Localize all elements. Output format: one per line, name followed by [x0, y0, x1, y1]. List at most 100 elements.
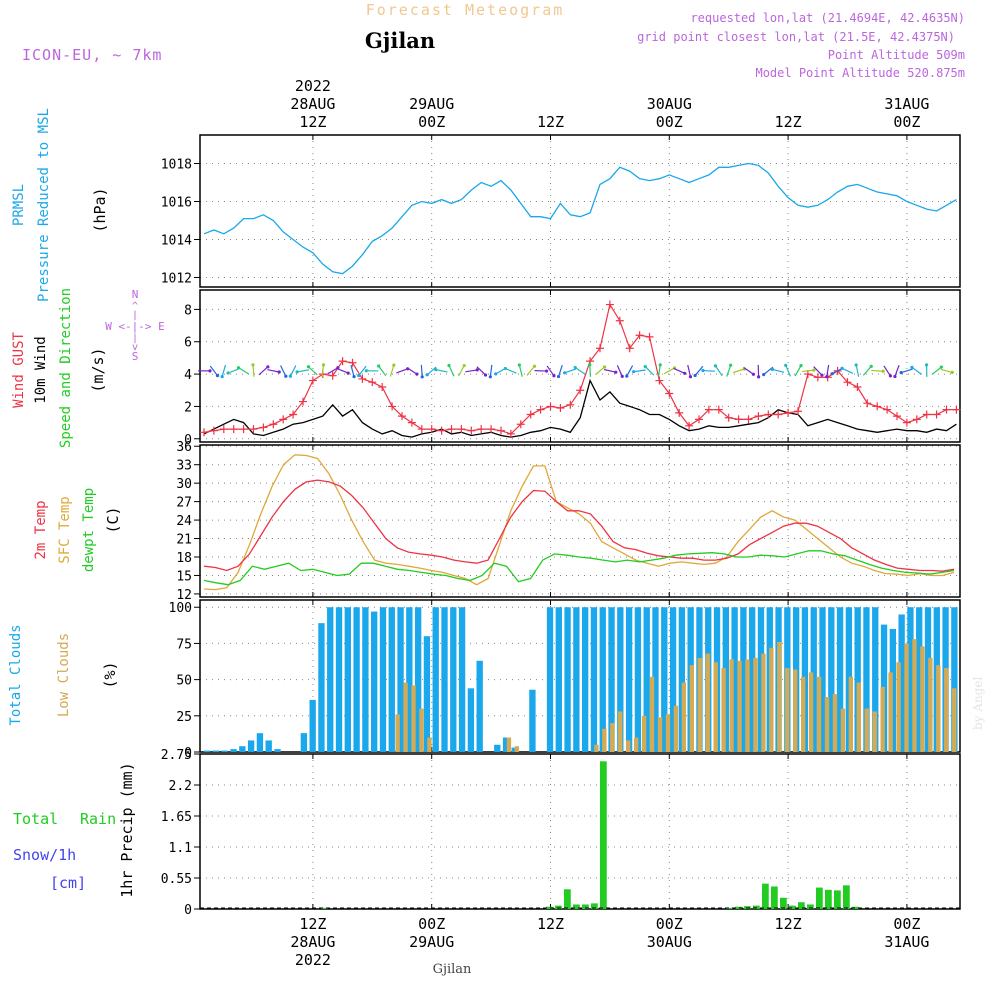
low-clouds-bar [920, 646, 925, 752]
gust-marker [784, 408, 793, 417]
low-clouds-bar [753, 657, 758, 752]
bottom-time-label: 31AUG [884, 933, 929, 951]
wind-direction-arrowhead [494, 372, 498, 376]
total-clouds-bar [564, 607, 571, 752]
wind-direction-arrowhead [683, 371, 687, 375]
wind-direction-arrow [732, 368, 745, 374]
wind-direction-arrow [931, 366, 942, 376]
wind-direction-arrowhead [364, 369, 368, 373]
gust-marker [209, 426, 218, 435]
wind-direction-arrow [726, 364, 732, 377]
low-clouds-bar [594, 744, 599, 752]
panel-frame [199, 753, 961, 910]
wind-direction-arrowhead [517, 363, 521, 367]
compass-we: W <-|-> E [105, 320, 165, 333]
total-clouds-bar [265, 740, 272, 752]
total-clouds-bar [300, 733, 308, 752]
precip-label-rain: Rain [80, 810, 116, 828]
wind-direction-arrow [221, 364, 227, 377]
wind-label-dir: Speed and Direction [58, 288, 74, 448]
y-tick-label: 4 [184, 368, 192, 383]
bottom-time-label: 12Z [537, 915, 564, 933]
gust-marker [912, 415, 921, 424]
total-clouds-bar [388, 607, 395, 752]
wind-direction-arrowhead [729, 363, 733, 367]
wind-direction-arrow [526, 365, 535, 376]
y-tick-label: 1014 [161, 234, 192, 249]
low-clouds-bar [697, 657, 702, 752]
low-clouds-bar [689, 665, 695, 752]
low-clouds-bar [952, 688, 957, 752]
total-clouds-bar [362, 607, 369, 752]
chart-title: Forecast Meteogram [366, 1, 565, 19]
wind-direction-arrowhead [924, 363, 929, 367]
wind-direction-arrowhead [483, 373, 488, 377]
total-clouds-bar [230, 749, 237, 752]
gust-marker [566, 400, 575, 409]
wind-direction-arrowhead [552, 374, 556, 378]
wind-direction-arrow [389, 364, 395, 377]
wind-direction-arrowhead [840, 366, 844, 370]
bottom-time-label: 28AUG [290, 933, 335, 951]
top-time-label: 30AUG [647, 95, 692, 113]
panel-frame [199, 289, 961, 443]
total-clouds-bar [625, 607, 633, 752]
clouds-label-unit: (%) [101, 661, 119, 688]
gust-marker [447, 425, 456, 434]
total-clouds-bar [643, 607, 650, 752]
wind-direction-arrow [458, 365, 465, 377]
wind-direction-arrow [321, 364, 325, 377]
gust-marker [407, 418, 416, 427]
gust-marker [368, 378, 377, 387]
total-clouds-bar [221, 750, 228, 752]
grid [200, 135, 960, 287]
wind-direction-arrowhead [881, 369, 885, 373]
wind-direction-arrowhead [295, 370, 299, 374]
total-clouds-bar [204, 750, 211, 752]
y-tick-label: 75 [176, 637, 192, 652]
total-clouds-bar [889, 628, 897, 752]
low-clouds-bar [896, 662, 901, 752]
low-clouds-bar [832, 694, 838, 752]
gust-marker [516, 420, 525, 429]
low-clouds-bar [427, 737, 432, 752]
wind-direction-arrowhead [701, 368, 705, 373]
wind-direction-arrow [603, 368, 616, 373]
chart-panels: 1012101410161018024681215182124273033360… [161, 134, 961, 918]
wind-direction-arrow [855, 364, 860, 377]
gust-marker [427, 425, 436, 434]
total-clouds-bar [318, 623, 325, 752]
low-clouds-bar [824, 696, 830, 752]
wind-direction-arrow [505, 367, 517, 374]
low-clouds-bar [721, 668, 726, 752]
total-clouds-bar [476, 660, 483, 752]
low-clouds-bar [848, 676, 854, 752]
low-clouds-bar [705, 653, 710, 752]
wind-direction-arrow [785, 365, 791, 377]
wind-direction-arrow [448, 365, 455, 377]
total-clouds-bar [678, 607, 686, 752]
low-clouds-bar [800, 676, 806, 752]
wind-direction-arrow [826, 364, 830, 377]
low-clouds-bar [626, 740, 631, 752]
low-clouds-bar [641, 715, 647, 752]
wind-direction-arrowhead [888, 374, 892, 378]
gust-marker [556, 404, 565, 413]
y-tick-label: 100 [169, 601, 192, 616]
wind-direction-arrow [626, 365, 634, 377]
wind-direction-arrow [911, 366, 923, 375]
gust-marker [289, 410, 298, 419]
total-clouds-bar [740, 607, 747, 752]
y-tick-label: 21 [176, 533, 192, 548]
wind-direction-arrow [327, 367, 339, 375]
wind-direction-arrow [378, 365, 387, 377]
low-clouds-bar [681, 682, 687, 752]
wind-direction-arrow [694, 365, 704, 376]
wind-direction-arrowhead [757, 375, 761, 379]
bottom-time-label: 00Z [418, 915, 445, 933]
top-time-label: 00Z [418, 113, 445, 131]
precip-label-unit: 1hr Precip (mm) [118, 762, 136, 897]
low-clouds-bar [856, 682, 861, 752]
wind-direction-arrowhead [377, 364, 381, 368]
top-time-label: 12Z [537, 113, 564, 131]
